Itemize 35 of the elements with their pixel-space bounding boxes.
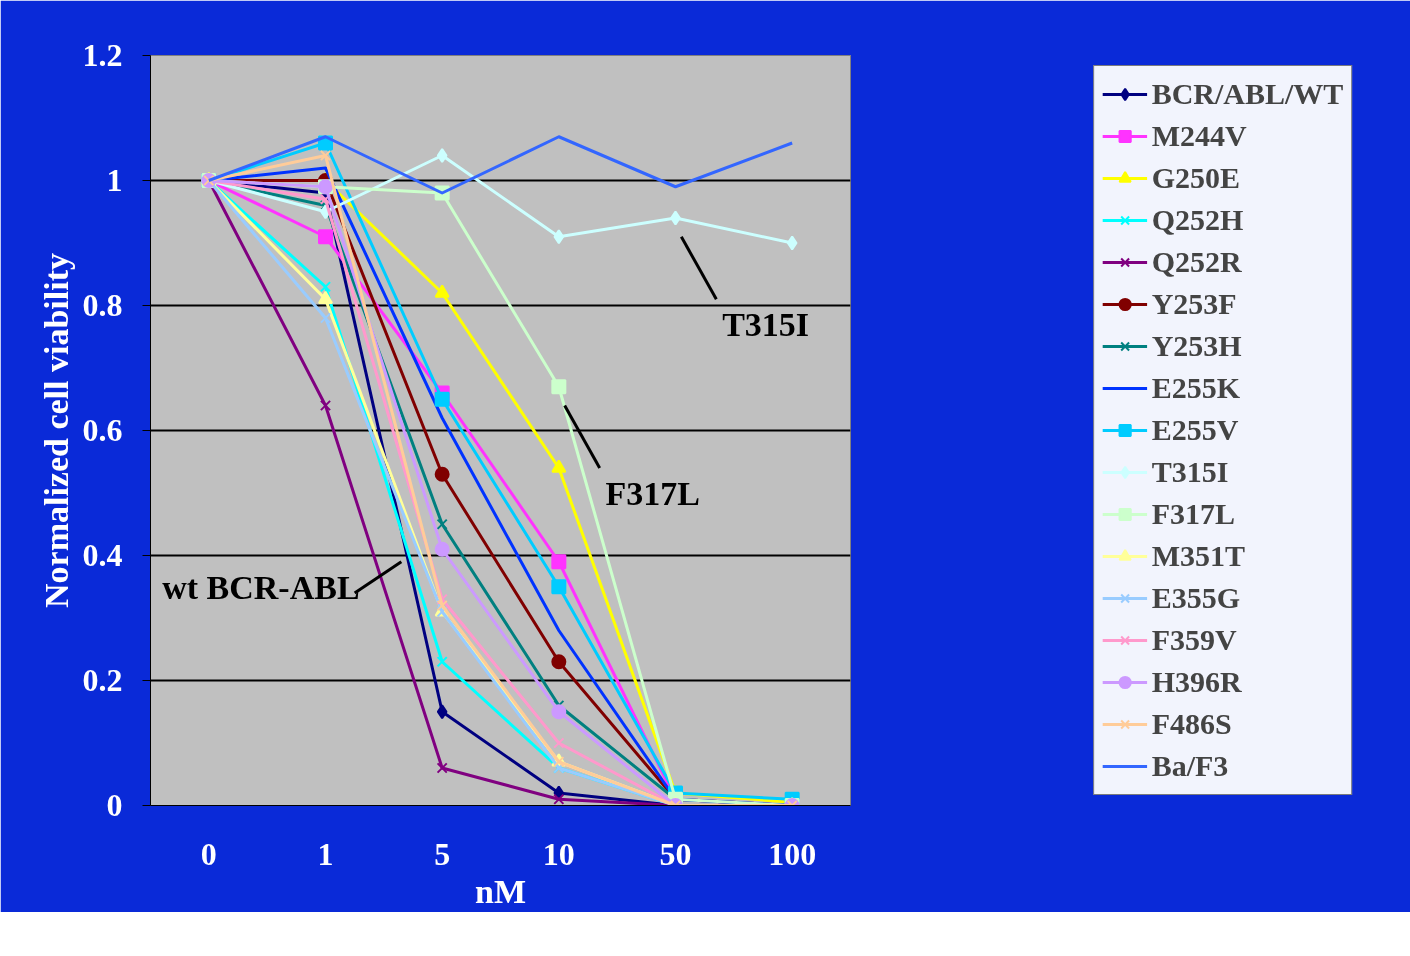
- legend-label: Y253F: [1151, 286, 1237, 322]
- x-tick-label: 0: [200, 835, 217, 872]
- x-tick-label: 1: [317, 835, 334, 872]
- legend-label: F486S: [1151, 706, 1232, 742]
- annotation: F317L: [605, 474, 700, 512]
- y-tick-label: 0.8: [82, 287, 123, 323]
- legend-label: G250E: [1151, 160, 1240, 196]
- x-tick-label: 100: [768, 835, 817, 872]
- annotation: wt BCR-ABL: [162, 568, 360, 606]
- y-tick-label: 0.6: [82, 412, 123, 448]
- legend-label: E255V: [1151, 412, 1239, 448]
- legend-label: Y253H: [1151, 328, 1242, 364]
- y-tick-label: 0.2: [82, 662, 123, 698]
- y-axis-title: Normalized cell viability: [37, 252, 75, 609]
- x-tick-label: 50: [659, 835, 692, 872]
- x-tick-label: 5: [434, 835, 451, 872]
- legend-label: Ba/F3: [1151, 748, 1229, 784]
- legend-label: M244V: [1151, 118, 1247, 154]
- legend-label: F317L: [1151, 496, 1235, 532]
- legend-label: Q252R: [1151, 244, 1242, 280]
- legend-label: M351T: [1151, 538, 1245, 574]
- x-axis-title: nM: [475, 872, 526, 910]
- legend-label: Q252H: [1151, 202, 1244, 238]
- legend-label: BCR/ABL/WT: [1151, 76, 1344, 112]
- y-tick-label: 0.4: [82, 537, 123, 573]
- legend-label: H396R: [1151, 664, 1242, 700]
- legend-label: E355G: [1151, 580, 1240, 616]
- legend-label: T315I: [1151, 454, 1229, 490]
- y-tick-label: 1.2: [82, 37, 123, 73]
- legend-label: E255K: [1151, 370, 1240, 406]
- y-tick-label: 0: [106, 787, 123, 823]
- x-tick-label: 10: [542, 835, 575, 872]
- annotation: T315I: [722, 306, 810, 343]
- legend-label: F359V: [1151, 622, 1237, 658]
- y-tick-label: 1: [106, 162, 123, 198]
